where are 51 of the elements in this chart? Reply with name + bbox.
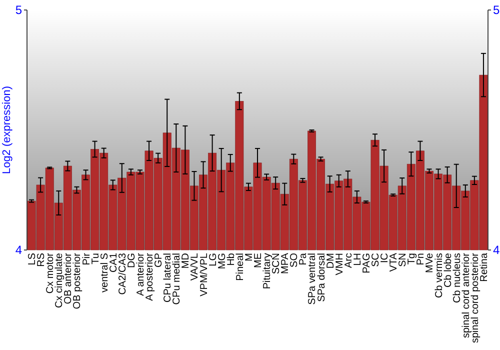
x-tick-label: DG bbox=[126, 252, 138, 268]
y2-tick-label: 4 bbox=[493, 243, 500, 258]
x-tick-label: RS bbox=[36, 252, 48, 267]
x-tick-label: SPa dorsal bbox=[316, 253, 328, 302]
x-tick-label: M bbox=[244, 253, 255, 262]
x-tick-label: IC bbox=[380, 253, 391, 263]
x-tick-label: VMH bbox=[334, 253, 346, 276]
x-tick-label: Pituitary bbox=[262, 253, 274, 290]
x-tick-label: Pir bbox=[81, 252, 92, 266]
x-tick-label: PAG bbox=[361, 252, 372, 274]
x-tick-label: LG bbox=[208, 252, 219, 266]
x-tick-label: Cb nucleus bbox=[452, 253, 463, 304]
x-tick-label: MG bbox=[216, 252, 228, 270]
x-tick-label: OB anterior bbox=[63, 252, 74, 304]
x-tick-label: Tg bbox=[406, 253, 418, 265]
x-tick-label: VTA bbox=[388, 252, 400, 272]
x-tick-label: LH bbox=[352, 253, 364, 266]
x-tick-label: OB posterior bbox=[72, 252, 84, 310]
x-tick-label: VA/VL bbox=[190, 252, 201, 281]
x-tick-label: A anterior bbox=[135, 252, 146, 296]
x-tick-label: SPa ventral bbox=[307, 253, 318, 305]
x-tick-label: GP bbox=[154, 252, 165, 268]
x-tick-label: Cb vermis bbox=[434, 253, 445, 298]
x-tick-label: Hb bbox=[226, 252, 237, 266]
x-tick-label: SCN bbox=[271, 253, 282, 274]
x-tick-label: Cx cingulate bbox=[54, 252, 66, 308]
x-tick-label: SO bbox=[289, 252, 300, 268]
x-tick-label: VPM/VPL bbox=[198, 252, 210, 296]
x-tick-label: Tu bbox=[90, 253, 102, 264]
x-tick-label: SC bbox=[370, 253, 382, 267]
x-tick-label: A posterior bbox=[144, 252, 156, 301]
x-tick-label: Pn bbox=[416, 253, 427, 266]
x-tick-label: Pa bbox=[298, 252, 310, 266]
x-tick-label: Cb lobe bbox=[442, 252, 454, 288]
x-tick-label: LS bbox=[27, 252, 38, 266]
y-axis-title: Log2 (expression) bbox=[1, 86, 13, 174]
x-tick-label: CA2/CA3 bbox=[117, 252, 128, 295]
x-tick-label: ventral S bbox=[99, 252, 110, 292]
x-tick-label: SN bbox=[398, 253, 409, 267]
x-tick-label: spinal cord anterior bbox=[460, 252, 472, 338]
x-tick-label: CPu medial bbox=[172, 253, 183, 305]
x-tick-label: Pineal bbox=[234, 253, 246, 281]
x-tick-label: Retina bbox=[478, 252, 490, 282]
y2-tick-label: 5 bbox=[493, 3, 500, 18]
x-tick-label: DM bbox=[325, 253, 336, 269]
x-tick-label: MVe bbox=[424, 252, 436, 274]
x-tick-label: MPA bbox=[280, 252, 292, 274]
x-tick-label: Arc bbox=[343, 253, 354, 268]
x-tick-label: spinal cord posterior bbox=[470, 252, 481, 344]
x-tick-label: CA1 bbox=[108, 252, 120, 272]
x-tick-label: ME bbox=[253, 252, 264, 268]
